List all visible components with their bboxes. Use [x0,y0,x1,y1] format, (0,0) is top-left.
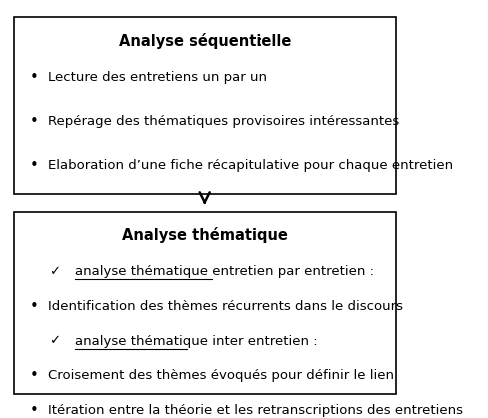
Text: •: • [30,158,39,173]
Text: Lecture des entretiens un par un: Lecture des entretiens un par un [48,71,266,84]
Text: Identification des thèmes récurrents dans le discours: Identification des thèmes récurrents dan… [48,300,402,313]
Text: •: • [30,114,39,129]
Text: •: • [30,298,39,314]
Text: ✓: ✓ [49,334,60,347]
Text: •: • [30,70,39,85]
Text: Elaboration d’une fiche récapitulative pour chaque entretien: Elaboration d’une fiche récapitulative p… [48,159,452,172]
Text: Analyse thématique: Analyse thématique [122,227,287,243]
FancyBboxPatch shape [14,212,395,394]
Text: analyse thématique entretien par entretien :: analyse thématique entretien par entreti… [75,265,373,278]
Text: Itération entre la théorie et les retranscriptions des entretiens: Itération entre la théorie et les retran… [48,404,462,417]
Text: •: • [30,403,39,418]
Text: Repérage des thématiques provisoires intéressantes: Repérage des thématiques provisoires int… [48,115,399,128]
Text: analyse thématique inter entretien :: analyse thématique inter entretien : [75,334,317,347]
Text: :: : [246,228,256,243]
Text: •: • [30,368,39,383]
Text: ✓: ✓ [49,265,60,278]
FancyBboxPatch shape [14,18,395,194]
Text: Analyse séquentielle: Analyse séquentielle [118,33,290,49]
Text: :: : [253,34,263,49]
Text: Croisement des thèmes évoqués pour définir le lien: Croisement des thèmes évoqués pour défin… [48,370,393,382]
